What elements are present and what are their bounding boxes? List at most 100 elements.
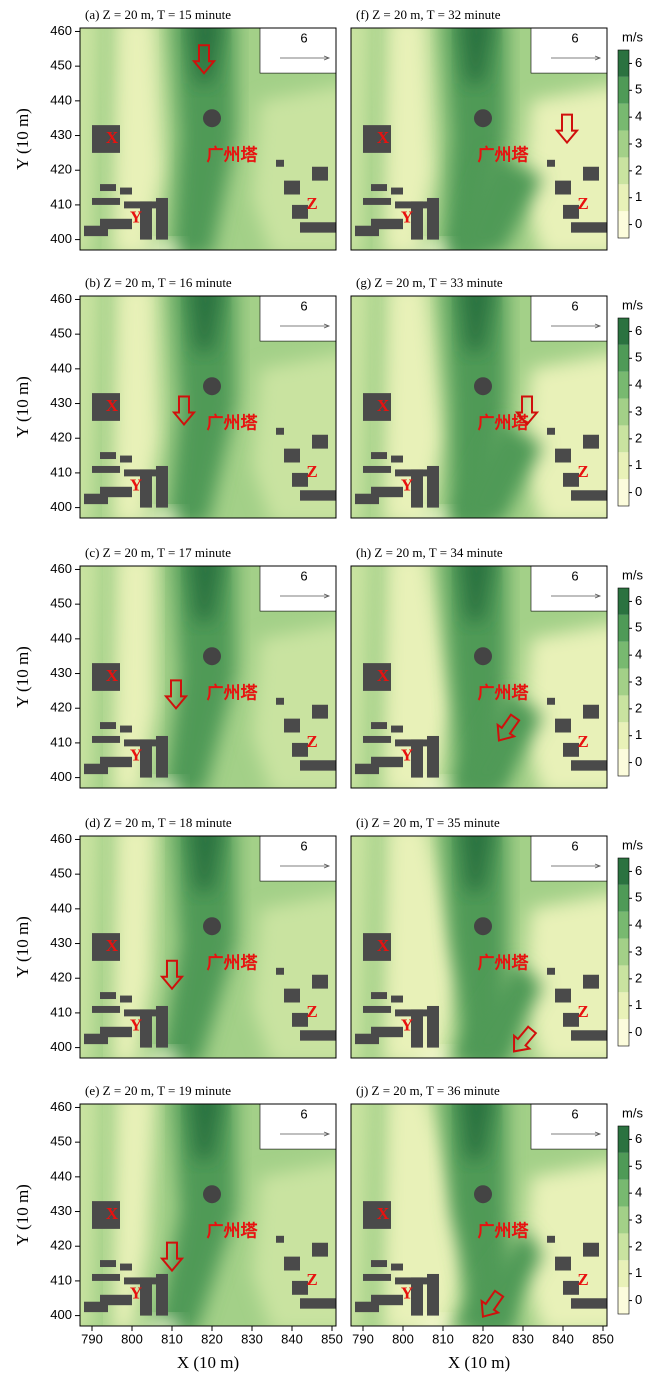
plot-frame: [350, 295, 608, 519]
field-region: [351, 296, 371, 518]
colorbar-tick-label: 4: [635, 917, 642, 932]
site-label: Z: [306, 194, 317, 213]
field-region: [161, 836, 236, 1058]
site-label: Y: [130, 1284, 142, 1303]
plot-frame: [79, 27, 337, 251]
flow-arrow: [554, 113, 580, 145]
site-label: X: [377, 128, 390, 147]
field-region: [157, 1104, 236, 1326]
colorbar-swatch: [618, 344, 629, 372]
building: [355, 1033, 379, 1045]
site-label: X: [106, 396, 119, 415]
y-tick-label: 400: [50, 1307, 72, 1322]
site-label: Z: [577, 732, 588, 751]
colorbar-swatch: [618, 695, 629, 723]
building: [583, 974, 599, 989]
building: [140, 739, 152, 778]
building: [363, 1005, 391, 1013]
colorbar-label: m/s: [622, 837, 643, 852]
building: [355, 225, 379, 237]
vector-ref-box: [259, 27, 337, 74]
colorbar-swatch: [618, 1206, 629, 1234]
y-tick-label: 430: [50, 935, 72, 950]
y-tick-label: 460: [50, 1099, 72, 1114]
y-axis-label: Y (10 m): [13, 1184, 32, 1246]
building: [571, 1030, 607, 1041]
building: [547, 967, 555, 975]
site-label: Y: [401, 1284, 413, 1303]
field-region: [80, 1104, 100, 1326]
field-region: [523, 354, 607, 518]
building: [284, 180, 300, 195]
building: [312, 166, 328, 181]
colorbar-swatch: [618, 911, 629, 939]
x-tick-label: 820: [201, 1331, 223, 1346]
panel: 6 X Y Z 广州塔 (h) Z = 20 m, T = 34 minute 0 1 2 3 4 5…: [350, 545, 643, 789]
colorbar-swatch: [618, 130, 629, 158]
colorbar-label: m/s: [622, 297, 643, 312]
building: [571, 1298, 607, 1309]
building: [300, 490, 336, 501]
building: [300, 760, 336, 771]
field-region: [252, 1162, 336, 1326]
building: [92, 465, 120, 473]
field-region: [460, 28, 493, 84]
colorbar-tick-label: 3: [635, 403, 642, 418]
building: [427, 465, 439, 508]
vector-ref-label: 6: [571, 30, 578, 45]
vector-ref-head: [594, 863, 602, 869]
site-label: 广州塔: [478, 682, 530, 702]
y-tick-label: 440: [50, 900, 72, 915]
panel: 6 X Y Z 广州塔 (c) Z = 20 m, T = 17 minute 400 410…: [13, 545, 337, 789]
flow-arrow: [496, 713, 521, 742]
building: [276, 967, 284, 975]
building: [92, 933, 120, 961]
field-region: [460, 296, 493, 352]
building: [371, 756, 403, 768]
building: [371, 992, 387, 1000]
building: [100, 722, 116, 730]
field-region: [189, 296, 222, 352]
building: [84, 225, 108, 237]
colorbar-swatch: [618, 1126, 629, 1153]
y-tick-label: 450: [50, 58, 72, 73]
tower: [474, 917, 492, 936]
building: [92, 1273, 120, 1281]
building: [563, 1012, 579, 1027]
plot-frame: [79, 295, 337, 519]
vector-ref-label: 6: [571, 838, 578, 853]
building: [120, 1263, 132, 1271]
panel: 6 X Y Z 广州塔 (f) Z = 20 m, T = 32 minute 0 1 2 3 4 5…: [350, 7, 643, 251]
colorbar-swatch: [618, 103, 629, 131]
building: [92, 125, 120, 153]
colorbar-swatch: [618, 884, 629, 912]
building: [300, 222, 336, 233]
field-region: [168, 296, 236, 518]
colorbar-tick-label: 6: [635, 323, 642, 338]
colorbar-tick-label: 4: [635, 109, 642, 124]
site-label: 广州塔: [207, 412, 259, 432]
site-label: 广州塔: [207, 144, 259, 164]
y-tick-label: 410: [50, 1004, 72, 1019]
x-tick-label: 830: [512, 1331, 534, 1346]
colorbar-swatch: [618, 184, 629, 212]
x-tick-label: 840: [281, 1331, 303, 1346]
building: [156, 465, 168, 508]
y-tick-label: 460: [50, 561, 72, 576]
x-tick-label: 820: [472, 1331, 494, 1346]
building: [140, 201, 152, 240]
field: [80, 296, 336, 518]
field-region: [419, 1047, 448, 1058]
building: [363, 1273, 391, 1281]
building: [427, 197, 439, 240]
vector-ref-box: [530, 1103, 608, 1150]
site-label: 广州塔: [478, 952, 530, 972]
colorbar-swatch: [618, 858, 629, 885]
field-region: [351, 836, 371, 1058]
building: [292, 204, 308, 219]
building: [363, 735, 391, 743]
panel-title: (c) Z = 20 m, T = 17 minute: [85, 545, 231, 560]
building: [363, 933, 391, 961]
building: [312, 974, 328, 989]
